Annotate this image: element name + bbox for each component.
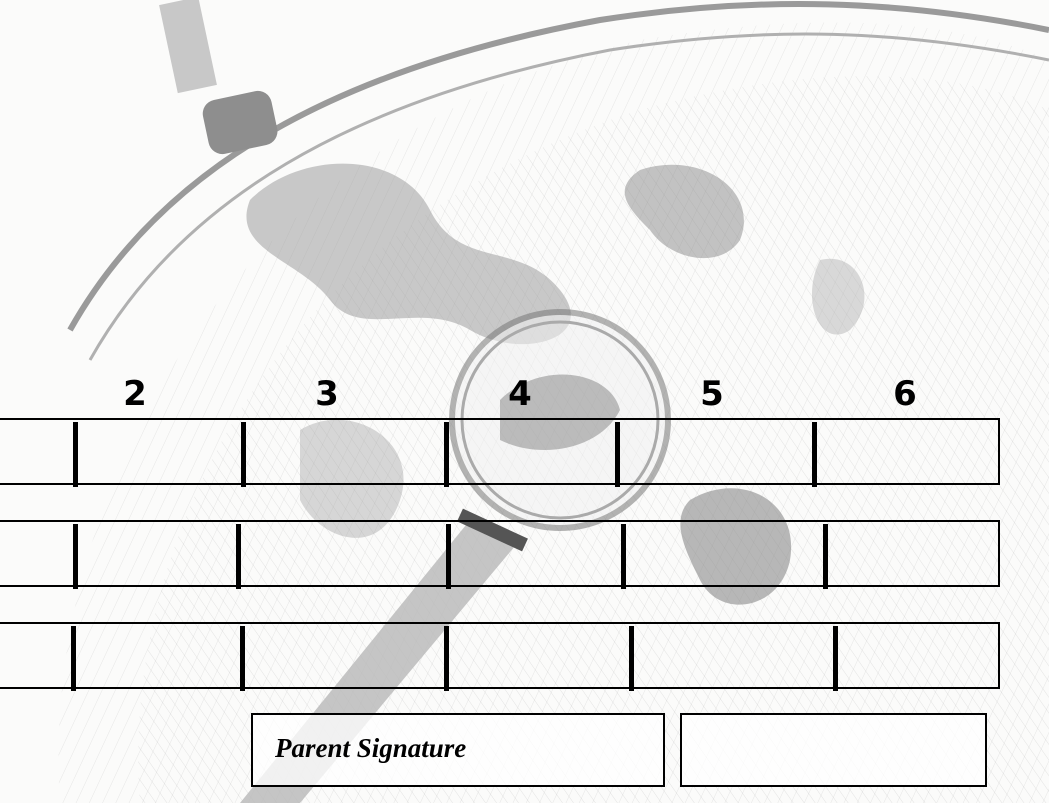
row-2-divider-3 (236, 524, 241, 589)
parent-signature-label: Parent Signature (275, 733, 467, 763)
row-3-divider-5 (629, 626, 634, 691)
row-1-divider-3 (241, 422, 246, 487)
column-number-4: 4 (508, 374, 532, 414)
entry-row-3 (0, 622, 1000, 691)
parent-signature-box[interactable]: Parent Signature (251, 713, 665, 787)
entry-row-1 (0, 418, 1000, 487)
column-number-2: 2 (123, 374, 147, 414)
row-2-divider-4 (446, 524, 451, 589)
row-2-divider-5 (621, 524, 626, 589)
row-1-divider-4 (444, 422, 449, 487)
column-number-6: 6 (893, 374, 917, 414)
row-2-divider-6 (823, 524, 828, 589)
row-3-divider-6 (833, 626, 838, 691)
column-number-5: 5 (700, 374, 724, 414)
row-3-divider-4 (444, 626, 449, 691)
row-1-divider-2 (73, 422, 78, 487)
row-3-divider-3 (240, 626, 245, 691)
row-2-divider-2 (73, 524, 78, 589)
entry-row-2 (0, 520, 1000, 589)
row-1-divider-5 (615, 422, 620, 487)
column-number-3: 3 (315, 374, 339, 414)
row-3-divider-2 (71, 626, 76, 691)
row-1-divider-6 (812, 422, 817, 487)
signature-date-box[interactable] (680, 713, 987, 787)
